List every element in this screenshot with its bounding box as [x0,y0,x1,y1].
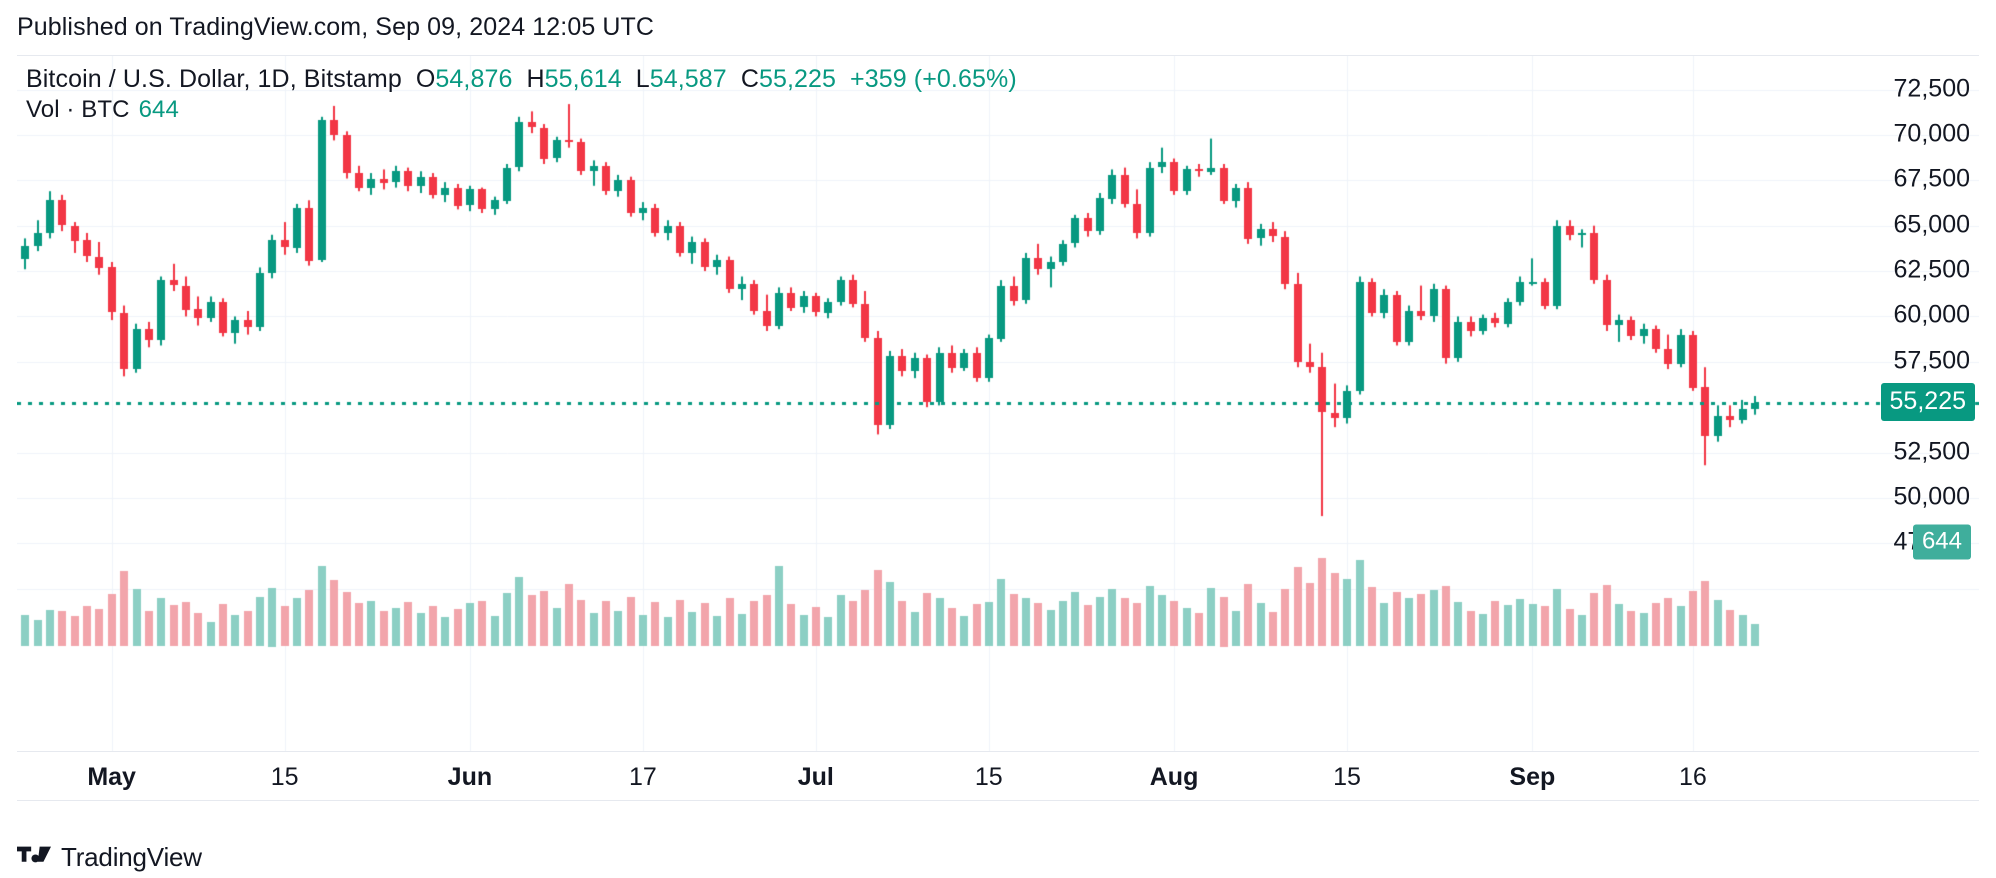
price-axis-tick: 65,000 [1893,210,1970,239]
time-axis-tick: 17 [628,763,657,791]
price-axis-tick: 72,500 [1893,74,1970,103]
chart-canvas-wrapper[interactable] [17,56,1979,751]
price-axis[interactable]: 72,500 70,000 67,500 65,000 62,500 60,000 57,5… [1833,55,1979,752]
time-axis[interactable]: May 15 Jun 17 Jul 15 Aug 15 Sep 16 [17,753,1979,801]
time-axis-tick: Jun [447,763,493,791]
time-axis-tick: 15 [1333,763,1361,791]
price-axis-tick: 67,500 [1893,164,1970,193]
time-axis-tick: 16 [1679,763,1707,791]
price-axis-tick: 60,000 [1893,300,1970,329]
candlestick-volume-canvas[interactable] [17,56,1979,751]
price-axis-tick: 52,500 [1893,437,1970,466]
time-axis-tick: May [87,763,136,791]
time-axis-tick: Sep [1509,763,1556,791]
time-axis-tick: Aug [1149,763,1199,791]
price-axis-tick: 57,500 [1893,346,1970,375]
footer: TradingView [17,842,202,872]
price-axis-tick: 50,000 [1893,482,1970,511]
published-timestamp: Published on TradingView.com, Sep 09, 20… [17,13,655,41]
time-axis-tick: Jul [797,763,834,791]
tradingview-logo-icon [17,846,51,868]
chart-area[interactable]: Bitcoin / U.S. Dollar, 1D, Bitstamp O 54,… [17,55,1979,752]
time-axis-tick: 15 [270,763,299,791]
last-price-badge[interactable]: 55,225 [1880,383,1975,422]
tradingview-wordmark: TradingView [61,842,202,872]
price-axis-tick: 70,000 [1893,119,1970,148]
price-axis-tick: 62,500 [1893,255,1970,284]
volume-value-badge[interactable]: 644 [1912,524,1971,560]
time-axis-tick: 15 [974,763,1003,791]
